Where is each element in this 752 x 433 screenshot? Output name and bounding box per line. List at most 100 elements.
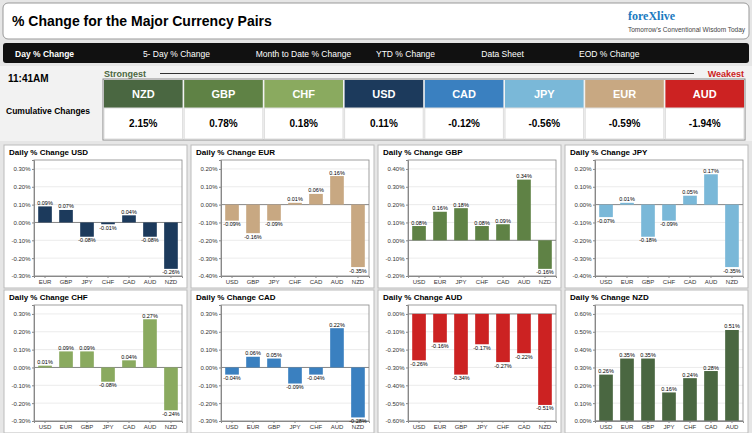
bar [309, 367, 323, 374]
bar [143, 319, 157, 367]
x-tick-mark [315, 421, 316, 423]
y-tick-label: -0.10% [11, 383, 31, 389]
x-tick-label: JPY [102, 424, 113, 430]
y-tick-label: 0.00% [13, 220, 31, 226]
x-tick-mark [669, 276, 670, 278]
bar [704, 371, 718, 421]
bar [475, 314, 489, 344]
menu-item[interactable]: YTD % Change [376, 49, 435, 59]
bar [620, 203, 634, 205]
x-tick: USD [413, 421, 426, 430]
grid-line [221, 240, 369, 241]
y-axis-line [219, 161, 222, 277]
menu-item[interactable]: 5- Day % Change [143, 49, 210, 59]
y-tick-mark [32, 314, 34, 315]
data-label: -0.08% [99, 382, 117, 388]
data-label: -0.09% [223, 221, 241, 227]
data-label: -0.22% [515, 354, 533, 360]
y-tick-label: 0.30% [387, 184, 405, 190]
y-tick-mark [593, 276, 595, 277]
bar-chart: Daily % Change AUD-0.60%-0.50%-0.40%-0.3… [378, 290, 561, 433]
y-tick: -0.10% [11, 383, 34, 389]
data-label: 0.28% [703, 365, 719, 371]
x-tick: NZD [539, 276, 552, 285]
bar [538, 314, 552, 405]
x-tick-label: NZD [539, 424, 552, 430]
chart-background [378, 290, 561, 433]
tile-value-box [505, 108, 584, 139]
x-tick: AUD [726, 421, 739, 430]
x-tick-label: GBP [642, 424, 655, 430]
menu-item[interactable]: Data Sheet [481, 49, 524, 59]
bars [38, 206, 178, 268]
grid-line [595, 313, 743, 314]
menu-item[interactable]: Day % Change [15, 49, 74, 59]
y-tick-label: -0.10% [572, 220, 592, 226]
y-tick-mark [32, 187, 34, 188]
y-tick-mark [406, 314, 408, 315]
y-tick-label: -0.50% [385, 401, 405, 407]
x-tick: CAD [518, 421, 531, 430]
y-tick-label: 0.00% [200, 365, 218, 371]
x-tick-mark [544, 276, 545, 278]
y-axis-line [593, 161, 596, 277]
y-tick-mark [593, 222, 595, 223]
section-background [0, 66, 752, 141]
x-axis: USDEURGBPJPYCADAUDNZD [35, 421, 183, 430]
data-label: -0.28% [349, 418, 367, 424]
grid-line [408, 403, 556, 404]
menu-item[interactable]: EOD % Change [579, 49, 640, 59]
x-tick-mark [648, 276, 649, 278]
tile-name: GBP [212, 88, 236, 100]
grid-line [34, 240, 182, 241]
plot-frame [408, 305, 556, 421]
x-tick-label: USD [600, 279, 613, 285]
x-tick: JPY [663, 421, 674, 430]
grid-line [221, 313, 369, 314]
x-tick-label: USD [413, 424, 426, 430]
y-tick-label: 0.20% [387, 202, 405, 208]
y-tick: -0.30% [572, 256, 595, 262]
menu-item[interactable]: Month to Date % Change [256, 49, 352, 59]
tile-value: 0.78% [209, 118, 237, 129]
y-axis-line [219, 306, 222, 422]
x-tick: AUD [331, 421, 344, 430]
tile-color [345, 80, 424, 108]
y-tick-label: 0.10% [13, 347, 31, 353]
y-tick: 0.20% [200, 166, 221, 172]
data-label: 0.16% [661, 386, 677, 392]
grid-line [34, 313, 182, 314]
bar-chart: Daily % Change NZD0.00%0.10%0.20%0.30%0.… [565, 290, 748, 433]
time-label: 11:41AM [8, 73, 49, 84]
x-tick-label: EUR [621, 279, 634, 285]
tile-value: -0.12% [448, 118, 480, 129]
data-label: 0.05% [266, 352, 282, 358]
x-tick: CHF [310, 421, 323, 430]
y-tick: 0.20% [13, 329, 34, 335]
x-tick-mark [461, 276, 462, 278]
x-tick: NZD [165, 276, 178, 285]
bar-chart: Daily % Change CHF-0.30%-0.20%-0.10%0.00… [4, 290, 187, 433]
y-tick: -0.30% [11, 273, 34, 279]
x-tick: USD [226, 276, 239, 285]
y-tick: 0.30% [13, 166, 34, 172]
x-tick-label: CAD [518, 424, 531, 430]
chart-title: Daily % Change USD [9, 148, 88, 157]
y-tick-label: -0.20% [572, 238, 592, 244]
x-tick-label: NZD [165, 424, 178, 430]
x-tick-label: EUR [434, 424, 447, 430]
y-tick-label: -0.40% [198, 273, 218, 279]
y-tick-label: 0.30% [574, 365, 592, 371]
y-tick-label: -0.20% [385, 347, 405, 353]
grid-line [34, 204, 182, 205]
tile-color [505, 80, 584, 108]
y-tick: -0.10% [11, 238, 34, 244]
y-tick-mark [593, 385, 595, 386]
tile-name: USD [372, 88, 395, 100]
y-tick: -0.30% [198, 256, 221, 262]
x-tick-mark [689, 276, 690, 278]
tile: NZD2.15% [104, 80, 183, 139]
y-tick-label: -0.20% [198, 238, 218, 244]
menu-bar: Day % Change 5- Day % Change Month to Date… [3, 43, 749, 63]
y-tick-mark [32, 385, 34, 386]
